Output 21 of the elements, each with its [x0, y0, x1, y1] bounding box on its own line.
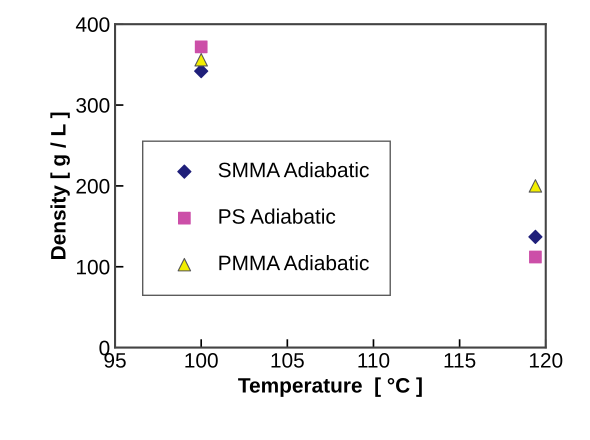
- x-tick-label: 110: [358, 353, 390, 368]
- point: [529, 250, 542, 264]
- y-tick-label: 200: [76, 178, 110, 194]
- x-tick-label: 100: [185, 353, 218, 368]
- point: [528, 230, 543, 244]
- legend-label: PS Adiabatic: [219, 208, 336, 224]
- legend-label: SMMA Adiabatic: [218, 162, 369, 178]
- y-tick-label: 100: [77, 260, 110, 275]
- x-axis-title: Temperature [ °C ]: [238, 377, 422, 397]
- point: [194, 53, 208, 67]
- x-tick-label: 120: [530, 353, 562, 368]
- y-tick-label: 400: [76, 17, 110, 32]
- point: [528, 179, 542, 193]
- x-tick-label: 95: [104, 353, 126, 368]
- y-axis-title: Density [ g / L ]: [50, 112, 70, 259]
- y-tick-label: 0: [99, 340, 110, 356]
- y-tick-label: 300: [76, 98, 110, 113]
- point: [194, 40, 208, 54]
- x-tick-label: 115: [444, 353, 476, 368]
- x-tick-label: 105: [272, 353, 304, 368]
- legend-label: PMMA Adiabatic: [219, 255, 369, 270]
